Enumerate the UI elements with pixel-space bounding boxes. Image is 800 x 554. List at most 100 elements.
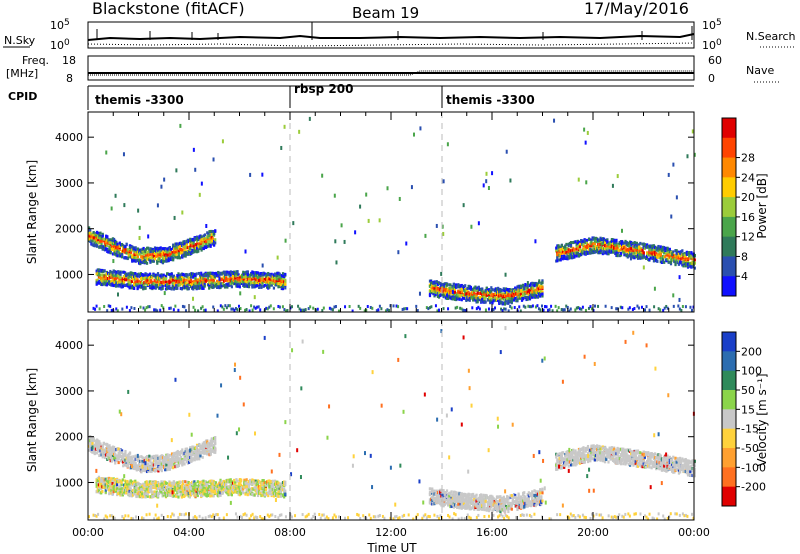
scatter-point <box>139 459 142 463</box>
scatter-point <box>152 285 155 289</box>
scatter-point <box>537 294 541 298</box>
scatter-point <box>692 305 695 309</box>
scatter-point <box>693 258 696 262</box>
scatter-point <box>206 283 210 287</box>
scatter-point <box>108 277 111 281</box>
scatter-point <box>103 304 106 308</box>
scatter-point <box>474 285 477 289</box>
scatter-point <box>447 307 450 311</box>
scatter-point <box>167 247 170 251</box>
scatter-point <box>162 247 166 251</box>
scatter-point <box>212 233 216 237</box>
scatter-point <box>129 284 132 288</box>
scatter-point <box>160 253 163 257</box>
scatter-point <box>199 451 202 455</box>
scatter-point <box>497 292 500 296</box>
scatter-point <box>507 300 510 304</box>
scatter-point <box>208 286 211 290</box>
scatter-point <box>268 281 271 285</box>
scatter-point <box>144 273 147 277</box>
scatter-point <box>106 450 109 454</box>
scatter-point <box>580 239 583 243</box>
scatter-point <box>134 454 137 458</box>
scatter-point <box>168 453 171 457</box>
scatter-point <box>167 456 170 460</box>
scatter-point <box>173 462 176 466</box>
scatter-point <box>637 306 640 310</box>
scatter-point <box>187 239 191 243</box>
scatter-point <box>200 283 203 287</box>
scatter-point <box>237 273 240 277</box>
scatter-point <box>136 465 140 469</box>
scatter-point <box>193 456 196 460</box>
scatter-point <box>134 256 137 260</box>
scatter-point <box>165 253 168 257</box>
scatter-point <box>141 277 144 281</box>
scatter-point <box>219 271 222 275</box>
scatter-point <box>267 279 270 283</box>
scatter-point <box>380 307 383 311</box>
scatter-point <box>218 286 221 290</box>
scatter-point <box>437 291 441 295</box>
scatter-point <box>168 306 171 310</box>
scatter-point <box>105 283 109 287</box>
scatter-point <box>122 244 125 248</box>
scatter-point <box>90 439 93 443</box>
scatter-point <box>588 238 591 242</box>
scatter-point <box>133 459 136 463</box>
scatter-point <box>109 459 112 463</box>
scatter-point <box>212 279 215 283</box>
scatter-point <box>153 279 156 283</box>
scatter-point <box>424 233 427 238</box>
scatter-point <box>207 244 210 248</box>
scatter-point <box>181 253 184 257</box>
scatter-point <box>491 297 494 301</box>
scatter-point <box>131 461 134 465</box>
scatter-point <box>193 447 196 451</box>
scatter-point <box>247 284 251 288</box>
scatter-point <box>151 252 154 256</box>
scatter-point <box>462 294 466 298</box>
scatter-point <box>182 244 185 248</box>
scatter-point <box>155 280 158 284</box>
scatter-point <box>473 294 476 298</box>
scatter-point <box>168 460 171 464</box>
scatter-point <box>114 239 117 243</box>
scatter-point <box>249 172 252 177</box>
scatter-point <box>112 259 115 264</box>
scatter-point <box>597 304 600 308</box>
scatter-point <box>95 482 98 486</box>
scatter-point <box>214 271 218 275</box>
scatter-point <box>185 455 188 459</box>
scatter-point <box>278 272 281 276</box>
scatter-point <box>470 224 473 229</box>
scatter-point <box>194 273 197 277</box>
scatter-point <box>98 275 102 279</box>
scatter-point <box>646 254 649 258</box>
scatter-point <box>501 292 504 296</box>
scatter-point <box>181 272 185 276</box>
scatter-point <box>95 443 99 447</box>
scatter-point <box>585 251 589 255</box>
scatter-point <box>564 248 567 252</box>
scatter-point <box>114 251 117 255</box>
scatter-point <box>492 293 495 297</box>
scatter-point <box>126 454 129 458</box>
scatter-point <box>660 248 663 252</box>
scatter-point <box>126 256 129 260</box>
scatter-point <box>616 174 619 179</box>
scatter-point <box>182 459 185 463</box>
scatter-point <box>108 246 111 250</box>
scatter-point <box>219 276 222 280</box>
scatter-point <box>628 250 632 254</box>
scatter-point <box>156 466 159 470</box>
scatter-point <box>539 289 542 293</box>
scatter-point <box>483 292 486 296</box>
scatter-point <box>672 250 675 254</box>
scatter-point <box>205 223 208 228</box>
scatter-point <box>91 441 94 445</box>
scatter-point <box>237 304 240 308</box>
scatter-point <box>155 247 158 251</box>
scatter-point <box>142 460 145 464</box>
scatter-point <box>136 456 140 460</box>
